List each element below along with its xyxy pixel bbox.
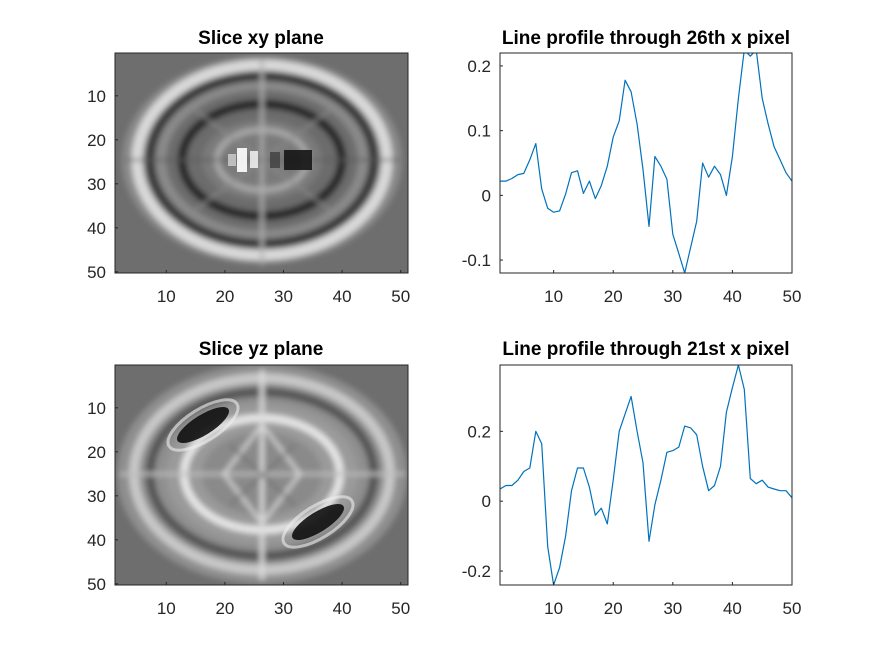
subplot-slice-yz: Slice yz plane — [87, 339, 410, 618]
y-tick-label: 10 — [87, 399, 106, 418]
x-tick-label: 40 — [333, 599, 352, 618]
y-tick-label: 50 — [87, 575, 106, 594]
y-tick-label: 30 — [87, 487, 106, 506]
y-tick-label: 0 — [482, 186, 491, 205]
y-tick-label: 0.2 — [467, 57, 491, 76]
x-tick-label: 40 — [723, 287, 742, 306]
y-tick-label: 0.2 — [467, 422, 491, 441]
subplot-slice-xy: Slice xy plane — [87, 28, 410, 306]
title-slice-yz: Slice yz plane — [199, 339, 324, 360]
axes-frame-profile-21 — [499, 364, 793, 586]
y-tick-label: 40 — [87, 219, 106, 238]
x-tick-label: 30 — [274, 599, 293, 618]
y-axis-slice-yz: 10 20 30 40 50 — [87, 399, 118, 594]
x-tick-label: 30 — [274, 287, 293, 306]
x-axis-slice-yz: 10 20 30 40 50 — [157, 582, 410, 618]
x-tick-label: 50 — [783, 599, 802, 618]
x-tick-label: 30 — [663, 599, 682, 618]
y-tick-label: 10 — [87, 87, 106, 106]
x-tick-label: 10 — [544, 287, 563, 306]
x-tick-label: 10 — [544, 599, 563, 618]
profile-series-line — [500, 365, 792, 585]
x-tick-label: 50 — [391, 287, 410, 306]
x-tick-label: 20 — [215, 599, 234, 618]
x-tick-label: 50 — [783, 287, 802, 306]
y-tick-label: 30 — [87, 175, 106, 194]
y-tick-label: -0.2 — [462, 562, 491, 581]
x-tick-label: 30 — [663, 287, 682, 306]
title-slice-xy: Slice xy plane — [198, 28, 324, 49]
profile-series-line — [500, 53, 792, 273]
title-profile-26: Line profile through 26th x pixel — [502, 28, 790, 49]
subplot-profile-21: Line profile through 21st x pixel 10 20 30… — [462, 339, 802, 618]
x-tick-label: 10 — [157, 599, 176, 618]
y-tick-label: 0 — [482, 492, 491, 511]
axes-frame-profile-26 — [499, 52, 793, 274]
image-slice-yz — [115, 365, 408, 585]
x-tick-label: 10 — [157, 287, 176, 306]
subplot-profile-26: Line profile through 26th x pixel 10 20 30… — [462, 28, 802, 306]
x-tick-label: 20 — [604, 287, 623, 306]
x-tick-label: 20 — [215, 287, 234, 306]
title-profile-21: Line profile through 21st x pixel — [502, 339, 789, 360]
x-tick-label: 50 — [391, 599, 410, 618]
axes-frame-slice-yz — [114, 364, 409, 586]
x-tick-label: 40 — [723, 599, 742, 618]
plot-area-profile-26: 10 20 30 40 50 -0.1 0 0.1 0.2 — [462, 53, 802, 306]
y-tick-label: 20 — [87, 131, 106, 150]
y-tick-label: 40 — [87, 531, 106, 550]
axes-frame-slice-xy — [114, 52, 409, 274]
plot-area-profile-21: 10 20 30 40 50 -0.2 0 0.2 — [462, 365, 802, 618]
y-tick-label: 50 — [87, 263, 106, 282]
x-tick-label: 40 — [333, 287, 352, 306]
y-tick-label: 0.1 — [467, 122, 491, 141]
y-axis-slice-xy: 10 20 30 40 50 — [87, 87, 118, 282]
y-tick-label: 20 — [87, 443, 106, 462]
x-tick-label: 20 — [604, 599, 623, 618]
x-axis-slice-xy: 10 20 30 40 50 — [157, 270, 410, 306]
y-tick-label: -0.1 — [462, 251, 491, 270]
image-slice-xy — [115, 53, 408, 273]
